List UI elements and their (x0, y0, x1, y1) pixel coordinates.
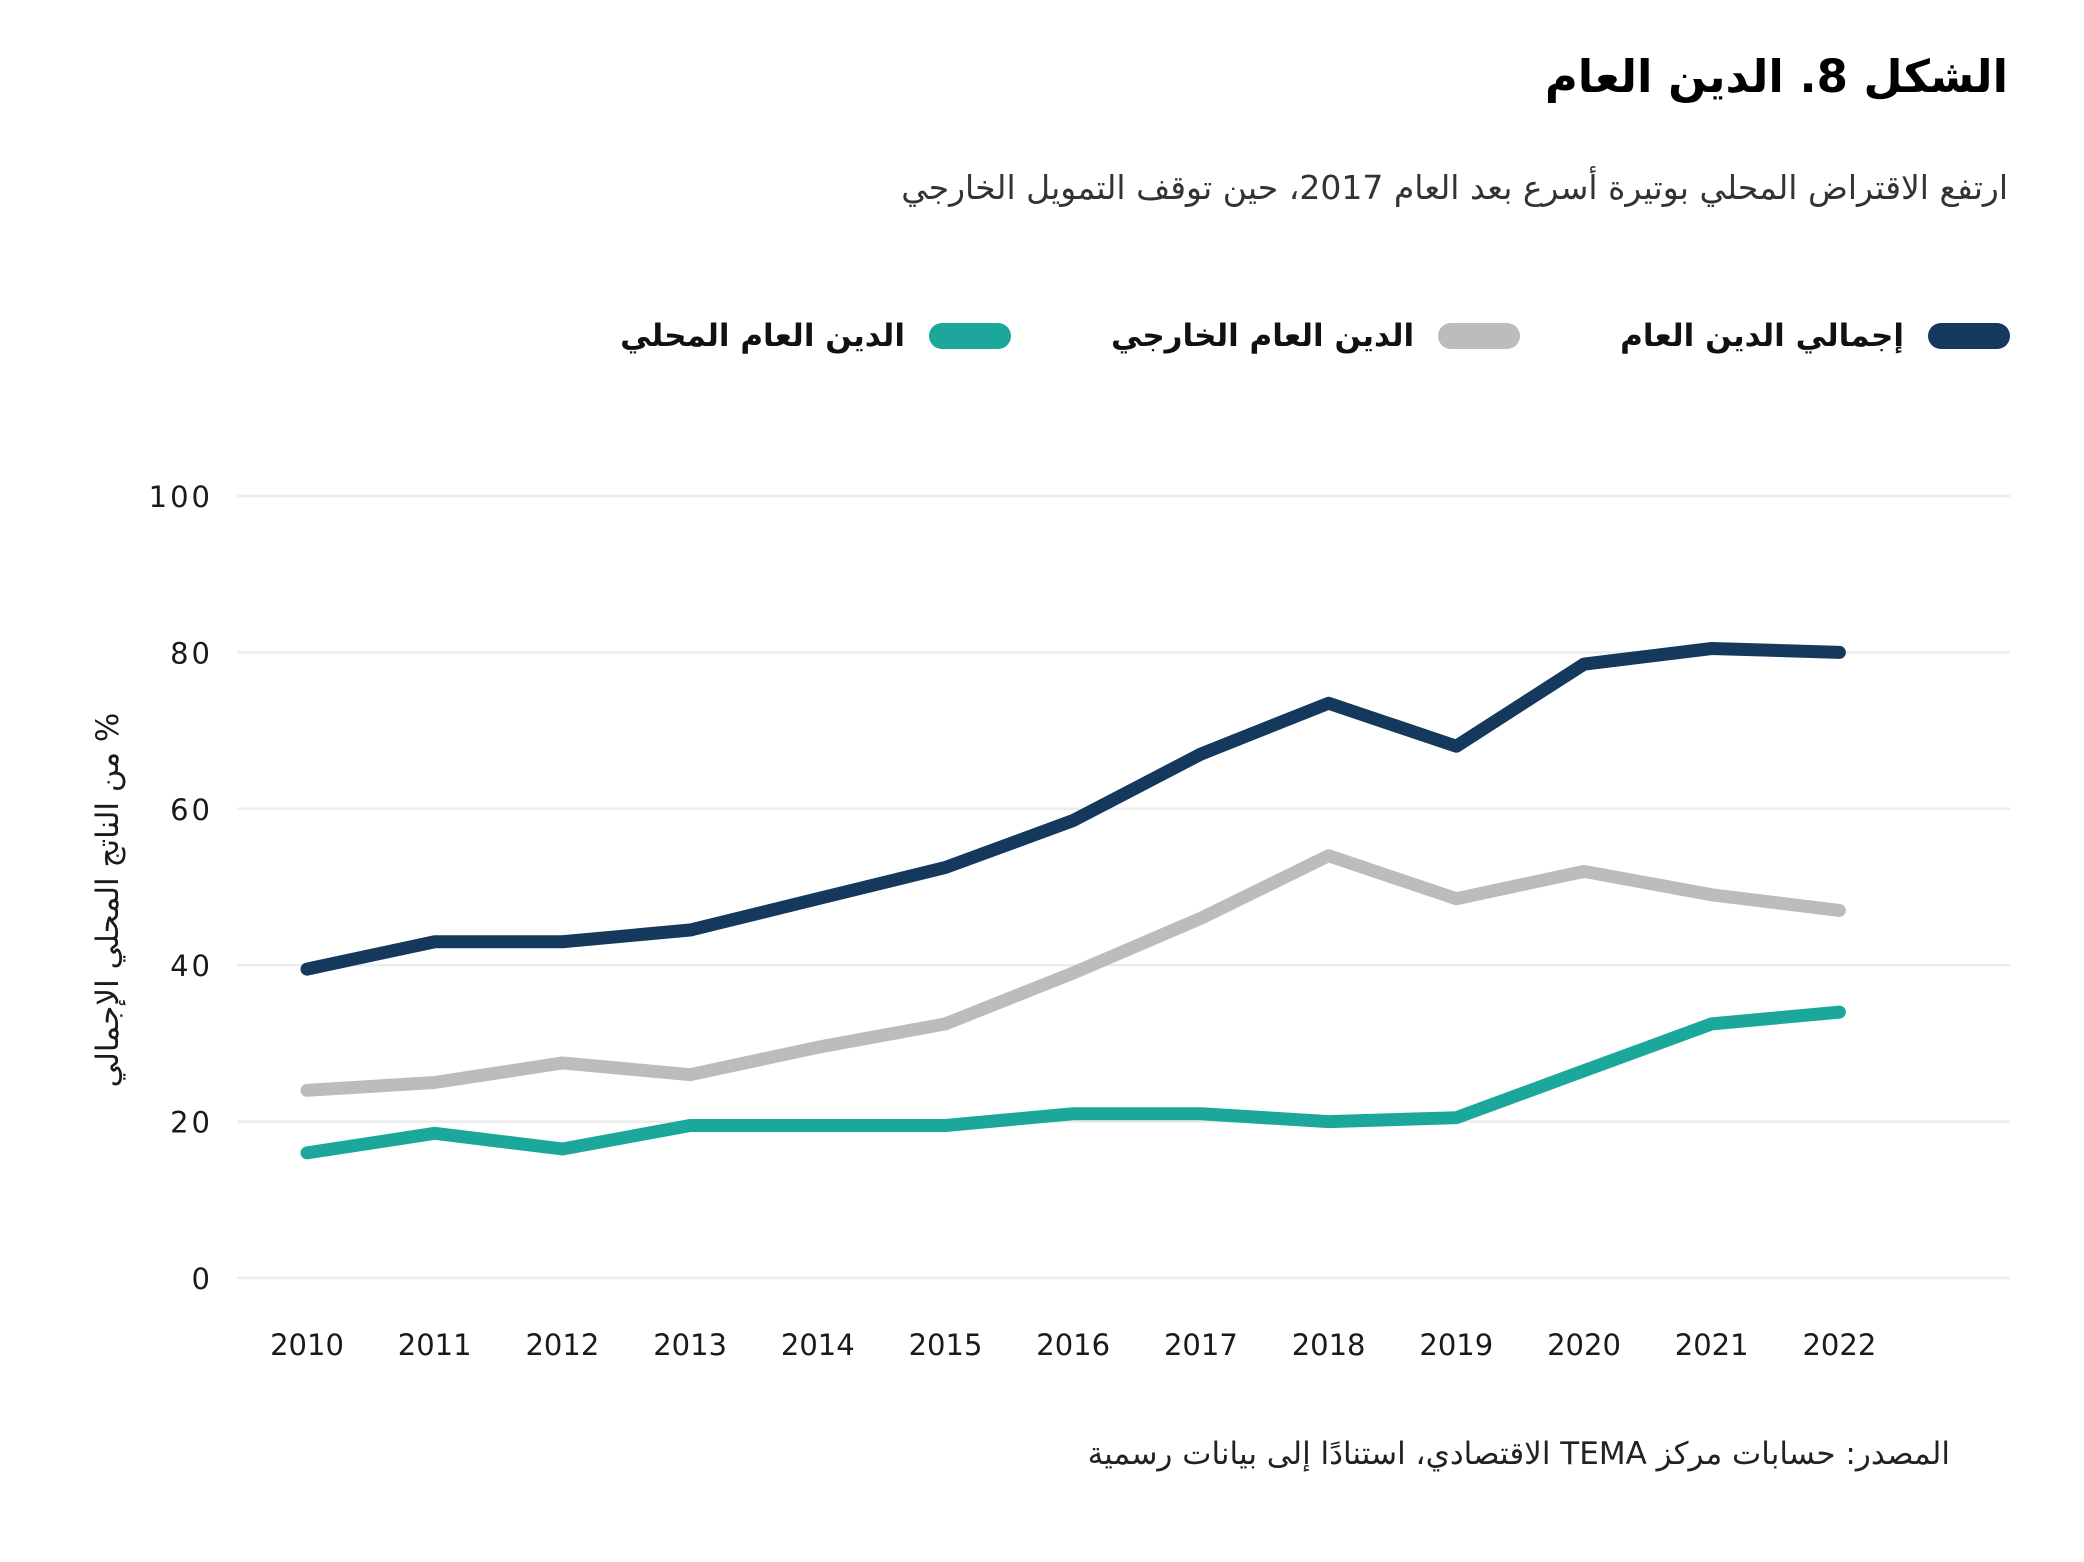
x-tick-label: 2014 (781, 1328, 855, 1362)
x-tick-label: 2022 (1802, 1328, 1876, 1362)
y-tick-label: 20 (170, 1106, 213, 1140)
x-tick-label: 2021 (1675, 1328, 1749, 1362)
x-tick-label: 2015 (909, 1328, 983, 1362)
legend-label-total-debt: إجمالي الدين العام (1620, 318, 1904, 354)
y-tick-label: 40 (170, 949, 213, 983)
debt-line-chart: 0 20 40 60 80 100 2010 2011 2012 2013 2014 2015 2016… (149, 480, 2010, 1362)
x-tick-label: 2017 (1164, 1328, 1238, 1362)
series-line-0 (300, 641, 1846, 976)
x-tick-label: 2012 (525, 1328, 599, 1362)
x-tick-label: 2018 (1292, 1328, 1366, 1362)
series-line-2 (300, 1005, 1846, 1160)
legend-item-external-debt: الدين العام الخارجي (1110, 318, 1521, 354)
chart-legend: إجمالي الدين العام الدين العام الخارجي ا… (620, 318, 2010, 354)
y-tick-label: 80 (170, 636, 213, 670)
x-tick-label: 2016 (1036, 1328, 1110, 1362)
legend-swatch-external-debt (1438, 323, 1521, 349)
legend-label-external-debt: الدين العام الخارجي (1110, 318, 1415, 354)
x-tick-label: 2019 (1419, 1328, 1493, 1362)
y-tick-label: 0 (192, 1262, 213, 1296)
y-tick-label: 60 (170, 793, 213, 827)
x-tick-label: 2010 (270, 1328, 344, 1362)
legend-label-domestic-debt: الدين العام المحلي (620, 318, 905, 354)
figure-subtitle: ارتفع الاقتراض المحلي بوتيرة أسرع بعد ال… (901, 168, 2008, 207)
legend-item-domestic-debt: الدين العام المحلي (620, 318, 1011, 354)
series-line-1 (300, 849, 1846, 1097)
x-tick-label: 2011 (398, 1328, 472, 1362)
x-tick-label: 2020 (1547, 1328, 1621, 1362)
y-tick-label: 100 (149, 480, 213, 514)
legend-item-total-debt: إجمالي الدين العام (1620, 318, 2010, 354)
legend-swatch-total-debt (1928, 323, 2010, 349)
x-tick-label: 2013 (653, 1328, 727, 1362)
source-note: المصدر: حسابات مركز TEMA الاقتصادي، استن… (1087, 1436, 1950, 1472)
figure-title: الشكل 8. الدين العام (1544, 50, 2008, 103)
legend-swatch-domestic-debt (928, 323, 1011, 349)
